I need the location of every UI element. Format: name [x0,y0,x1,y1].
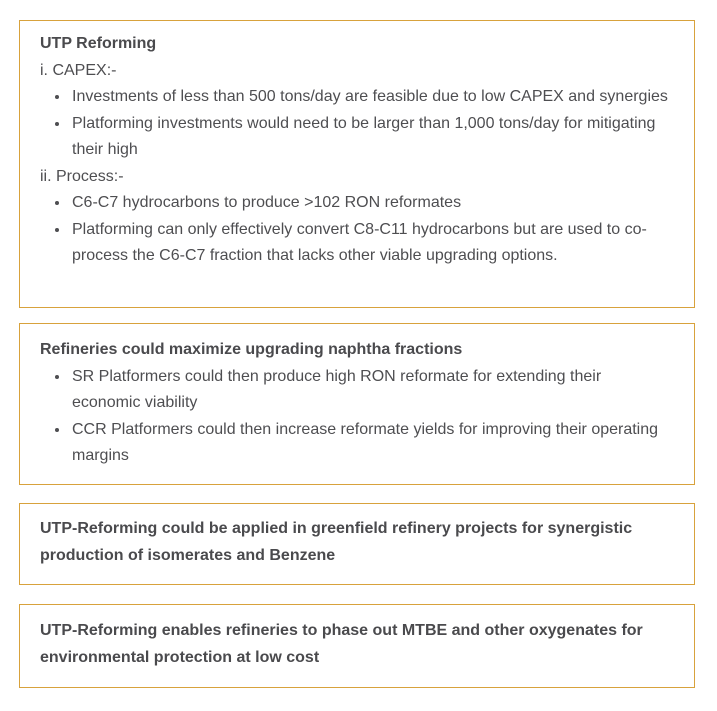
box-title: UTP-Reforming could be applied in greenf… [40,520,633,564]
bullet-list-platformers: SR Platformers could then produce high R… [40,364,674,470]
callout-box-phase-out-mtbe: UTP-Reforming enables refineries to phas… [19,604,695,688]
box-title: Refineries could maximize upgrading naph… [40,341,463,358]
bullet-list-capex: Investments of less than 500 tons/day ar… [40,84,674,164]
box-title: UTP-Reforming enables refineries to phas… [40,622,643,666]
callout-box-greenfield-projects: UTP-Reforming could be applied in greenf… [19,503,695,585]
bullet-item: Platforming investments would need to be… [70,111,674,164]
section-label-process: ii. Process:- [40,167,124,185]
bullet-item: CCR Platformers could then increase refo… [70,417,674,470]
section-label-capex: i. CAPEX:- [40,61,117,79]
callout-box-utp-reforming: UTP Reforming i. CAPEX:- Investments of … [19,20,695,308]
bullet-list-process: C6-C7 hydrocarbons to produce >102 RON r… [40,190,674,270]
bullet-item: C6-C7 hydrocarbons to produce >102 RON r… [70,190,674,217]
callout-box-refineries-upgrading: Refineries could maximize upgrading naph… [19,323,695,485]
box-title: UTP Reforming [40,35,157,52]
bullet-item: Investments of less than 500 tons/day ar… [70,84,674,111]
bullet-item: Platforming can only effectively convert… [70,217,674,270]
bullet-item: SR Platformers could then produce high R… [70,364,674,417]
